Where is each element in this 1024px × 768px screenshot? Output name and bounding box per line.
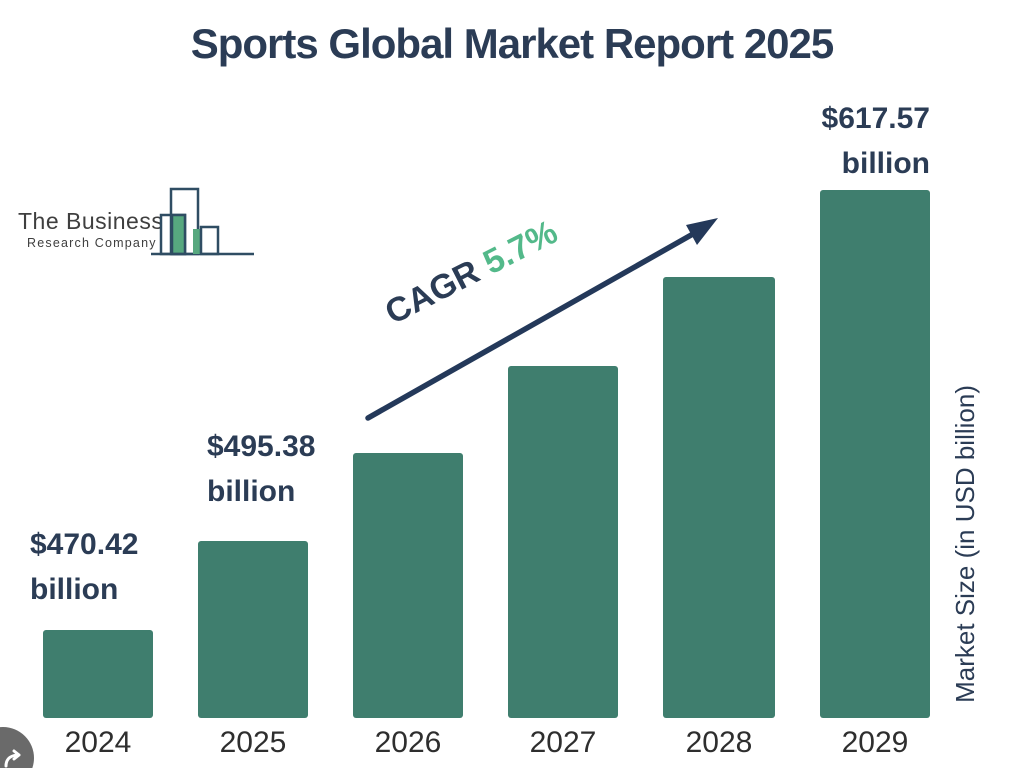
value-label-2025-amount: $495.38 bbox=[207, 430, 316, 463]
x-axis-label-2025: 2025 bbox=[219, 726, 287, 759]
value-label-2024-unit: billion bbox=[30, 573, 119, 606]
cagr-value: 5.7% bbox=[477, 212, 564, 282]
bar-2028 bbox=[663, 277, 775, 718]
bar-2025 bbox=[198, 541, 308, 718]
value-label-2025-unit: billion bbox=[207, 475, 296, 508]
value-label-2024-amount: $470.42 bbox=[30, 528, 139, 561]
logo-text: The Business Research Company bbox=[18, 208, 163, 250]
company-logo: The Business Research Company bbox=[14, 182, 264, 262]
logo-company-name: The Business bbox=[18, 208, 164, 234]
page-title: Sports Global Market Report 2025 bbox=[190, 20, 835, 67]
value-label-2029: $617.57 billion bbox=[728, 96, 930, 186]
curved-arrow-icon bbox=[4, 749, 21, 768]
value-label-2029-unit: billion bbox=[841, 147, 930, 180]
x-axis-label-2028: 2028 bbox=[685, 726, 753, 759]
x-axis-label-2026: 2026 bbox=[374, 726, 442, 759]
value-label-2029-amount: $617.57 bbox=[821, 102, 930, 135]
logo-company-subtitle: Research Company bbox=[27, 236, 157, 250]
value-label-2025: $495.38 billion bbox=[207, 424, 315, 514]
bar-skyline-icon bbox=[148, 182, 258, 267]
x-axis-label-2029: 2029 bbox=[841, 726, 909, 759]
bar-2027 bbox=[508, 366, 618, 718]
y-axis-label: Market Size (in USD billion) bbox=[944, 368, 986, 720]
bar-2024 bbox=[43, 630, 153, 718]
cagr-label: CAGR bbox=[379, 252, 486, 332]
cagr-annotation: CAGR5.7% bbox=[379, 213, 564, 333]
bar-2026 bbox=[353, 453, 463, 718]
bar-2029 bbox=[820, 190, 930, 718]
watermark-button[interactable] bbox=[0, 727, 34, 768]
value-label-2024: $470.42 billion bbox=[30, 522, 138, 612]
y-axis-label-text: Market Size (in USD billion) bbox=[949, 385, 980, 703]
x-axis-label-2024: 2024 bbox=[64, 726, 132, 759]
x-axis-label-2027: 2027 bbox=[529, 726, 597, 759]
